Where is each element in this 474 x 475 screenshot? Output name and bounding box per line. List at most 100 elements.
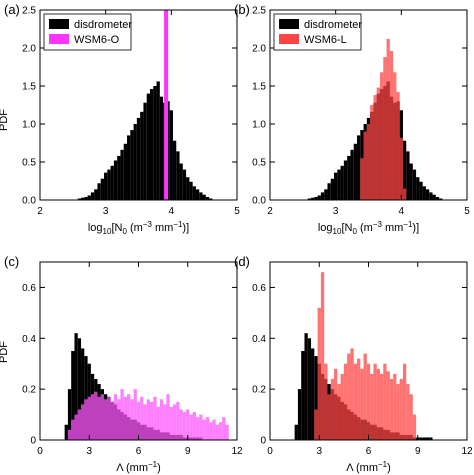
bar-wsm6-o-5 bbox=[84, 399, 88, 440]
bar-wsm6-o-3 bbox=[77, 409, 82, 440]
bar-wsm6-o-35 bbox=[182, 412, 187, 440]
bar-wsm6-l-13 bbox=[402, 188, 407, 200]
bar-wsm6-o-48 bbox=[225, 424, 229, 440]
bar-disdrometer-2 bbox=[84, 196, 88, 200]
bar-wsm6-o-4 bbox=[81, 404, 85, 440]
bar-disdrometer-12 bbox=[117, 155, 121, 200]
bar-wsm6-o-18 bbox=[127, 394, 131, 440]
bar-disdrometer-18 bbox=[136, 117, 141, 200]
bar-wsm6-o-45 bbox=[215, 424, 219, 440]
bar-disdrometer-2 bbox=[71, 351, 75, 440]
bar-wsm6-l-2 bbox=[320, 272, 325, 440]
bar-wsm6-l-7 bbox=[337, 384, 341, 440]
bar-wsm6-l-28 bbox=[406, 384, 410, 440]
bar-wsm6-o-13 bbox=[110, 401, 114, 440]
x-tick-label: 3 bbox=[333, 206, 339, 217]
bar-disdrometer-1 bbox=[81, 197, 85, 200]
bar-disdrometer-40 bbox=[439, 198, 443, 200]
x-tick-label: 6 bbox=[136, 446, 142, 457]
bar-wsm6-l-21 bbox=[383, 363, 387, 440]
bar-disdrometer-39 bbox=[435, 196, 440, 200]
bar-wsm6-o-43 bbox=[209, 422, 213, 440]
x-tick-label: 2 bbox=[267, 206, 273, 217]
x-tick-label: 3 bbox=[86, 446, 92, 457]
bar-disdrometer-15 bbox=[127, 135, 131, 200]
bar-disdrometer-1 bbox=[67, 389, 72, 440]
y-tick-label: 0.4 bbox=[252, 334, 266, 345]
plot-area bbox=[77, 10, 213, 200]
bar-disdrometer-38 bbox=[419, 437, 423, 440]
bar-wsm6-o-21 bbox=[136, 401, 141, 440]
y-tick-label: 2.5 bbox=[252, 6, 266, 17]
vline-wsm6-o bbox=[164, 10, 169, 200]
bar-wsm6-l-26 bbox=[399, 378, 403, 440]
series-wsm6-l bbox=[314, 272, 417, 440]
bar-disdrometer-6 bbox=[97, 183, 101, 200]
bar-wsm6-o-17 bbox=[123, 396, 128, 440]
bar-wsm6-l-9 bbox=[343, 363, 348, 440]
x-tick-label: 12 bbox=[231, 446, 243, 457]
bar-wsm6-o-24 bbox=[146, 399, 150, 440]
bar-disdrometer-38 bbox=[202, 194, 206, 200]
bar-disdrometer-12 bbox=[347, 155, 351, 200]
bar-disdrometer-37 bbox=[429, 192, 433, 200]
y-tick-label: 0.6 bbox=[22, 283, 36, 294]
bar-disdrometer-22 bbox=[149, 89, 154, 200]
bar-wsm6-o-12 bbox=[107, 396, 111, 440]
bar-wsm6-l-0 bbox=[314, 409, 318, 440]
bar-wsm6-o-10 bbox=[100, 394, 105, 440]
bar-disdrometer-0 bbox=[294, 424, 298, 440]
legend-label-wsm6-o: WSM6-O bbox=[74, 34, 120, 46]
legend-swatch-wsm6-o bbox=[49, 34, 69, 44]
axes-frame bbox=[39, 9, 238, 201]
panel-label: (c) bbox=[4, 254, 19, 269]
bar-wsm6-l-10 bbox=[393, 72, 397, 200]
bar-disdrometer-36 bbox=[425, 189, 430, 200]
bar-wsm6-o-23 bbox=[143, 404, 147, 440]
legend-swatch-disdrometer bbox=[49, 19, 69, 29]
bar-wsm6-o-27 bbox=[156, 406, 160, 440]
x-tick-label: 0 bbox=[267, 446, 273, 457]
legend: disdrometer WSM6-L bbox=[273, 13, 362, 51]
bar-wsm6-l-17 bbox=[370, 373, 374, 440]
bar-disdrometer-14 bbox=[123, 143, 127, 200]
bar-wsm6-l-9 bbox=[389, 51, 394, 200]
y-tick-label: 0.2 bbox=[252, 385, 266, 396]
bar-disdrometer-37 bbox=[199, 192, 203, 200]
bar-disdrometer-29 bbox=[402, 140, 407, 200]
bar-disdrometer-2 bbox=[301, 351, 305, 440]
bar-wsm6-o-47 bbox=[222, 417, 226, 440]
x-axis-label: Λ (mm−1) bbox=[116, 460, 161, 474]
bar-disdrometer-10 bbox=[340, 165, 344, 200]
bar-wsm6-l-15 bbox=[363, 353, 367, 440]
bar-disdrometer-0 bbox=[307, 198, 312, 200]
bar-disdrometer-1 bbox=[297, 389, 302, 440]
bar-wsm6-l-19 bbox=[376, 368, 380, 440]
bar-wsm6-o-6 bbox=[87, 396, 91, 440]
bar-disdrometer-38 bbox=[432, 194, 436, 200]
legend-swatch-disdrometer bbox=[279, 19, 299, 29]
panel-d: 0 3 6 9 12 0 0.2 0.4 0.6 (d) Λ (mm−1) bbox=[234, 254, 473, 474]
bar-disdrometer-41 bbox=[429, 437, 433, 440]
y-tick-label: 1.5 bbox=[22, 82, 36, 93]
bar-wsm6-l-6 bbox=[334, 368, 338, 440]
bar-disdrometer-34 bbox=[419, 181, 423, 200]
bar-wsm6-o-46 bbox=[218, 422, 223, 440]
bar-disdrometer-30 bbox=[176, 151, 180, 200]
bar-wsm6-o-9 bbox=[97, 396, 101, 440]
bar-disdrometer-39 bbox=[422, 437, 426, 440]
y-tick-label: 1.0 bbox=[22, 120, 36, 131]
bar-disdrometer-7 bbox=[100, 178, 105, 200]
bar-wsm6-l-6 bbox=[379, 72, 384, 200]
x-tick-label: 9 bbox=[415, 446, 421, 457]
bar-disdrometer-3 bbox=[304, 333, 308, 440]
bar-wsm6-l-1 bbox=[317, 307, 321, 440]
bar-disdrometer-40 bbox=[425, 437, 430, 440]
bar-wsm6-o-15 bbox=[117, 399, 121, 440]
series-wsm6-o bbox=[164, 10, 169, 200]
y-tick-label: 0.2 bbox=[22, 385, 36, 396]
y-axis-label: PDF bbox=[0, 341, 10, 363]
bar-disdrometer-32 bbox=[182, 169, 187, 200]
x-tick-label: 4 bbox=[169, 206, 175, 217]
